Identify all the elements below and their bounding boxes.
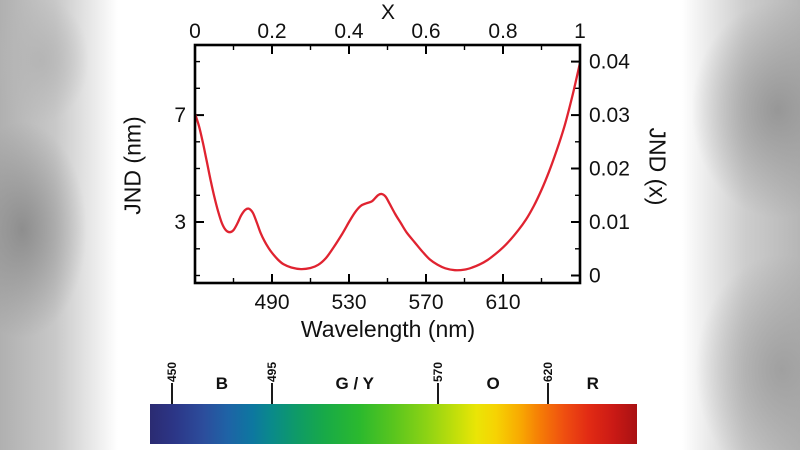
boundary-wavelength-label: 620	[541, 361, 556, 382]
top-tick-label: 0.2	[257, 20, 286, 43]
boundary-wavelength-label: 495	[264, 361, 279, 382]
top-axis-ticks	[194, 45, 581, 54]
bottom-tick-label: 610	[485, 291, 520, 314]
spectrum-region-label: O	[486, 374, 500, 393]
bottom-tick-label: 530	[331, 291, 366, 314]
boundary-tick-line	[171, 383, 174, 404]
boundary-wavelength-label: 450	[165, 361, 180, 382]
boundary-tick-line	[547, 383, 550, 404]
spectrum-boundary-570: 570	[430, 352, 445, 404]
boundary-tick-line	[270, 383, 273, 404]
left-tick-label: 7	[174, 104, 186, 127]
left-axis-ticks	[195, 60, 204, 277]
bottom-axis-ticks	[232, 274, 543, 283]
spectrum-bar	[150, 404, 637, 444]
bottom-tick-label: 490	[254, 291, 289, 314]
spectrum-labels-strip: 450 495 570 620 B G / Y O R	[0, 352, 800, 404]
boundary-tick-line	[436, 383, 439, 404]
top-tick-label: 1	[574, 20, 586, 43]
plot-frame	[193, 43, 582, 285]
spectrum-region-label: G / Y	[335, 374, 374, 393]
right-tick-label: 0.03	[589, 104, 630, 127]
spectrum-boundary-620: 620	[541, 352, 556, 404]
spectrum-boundary-495: 495	[264, 352, 279, 404]
spectrum-region-label: B	[215, 374, 229, 393]
spectrum-region-label: R	[586, 374, 599, 393]
spectrum-boundary-450: 450	[165, 352, 180, 404]
top-tick-label: 0	[189, 20, 201, 43]
boundary-wavelength-label: 570	[430, 361, 445, 382]
top-tick-label: 0.4	[334, 20, 364, 43]
bottom-axis-title: Wavelength (nm)	[300, 316, 476, 342]
top-tick-label: 0.6	[411, 20, 440, 43]
spectrum-legend: 450 495 570 620 B G / Y O R	[0, 352, 800, 446]
tick-labels: 490 530 570 610 0 0.2 0.4 0.6 0.8 1 3 7 0 0.01 0.02 0.0…	[174, 20, 630, 314]
top-tick-label: 0.8	[488, 20, 517, 43]
bottom-tick-label: 570	[408, 291, 443, 314]
left-tick-label: 3	[174, 211, 186, 234]
right-tick-label: 0	[589, 265, 601, 288]
right-tick-label: 0.04	[589, 51, 630, 74]
right-tick-label: 0.02	[589, 158, 630, 181]
jnd-curve	[193, 62, 582, 272]
right-tick-label: 0.01	[589, 211, 630, 234]
top-axis-title: X	[380, 1, 395, 24]
